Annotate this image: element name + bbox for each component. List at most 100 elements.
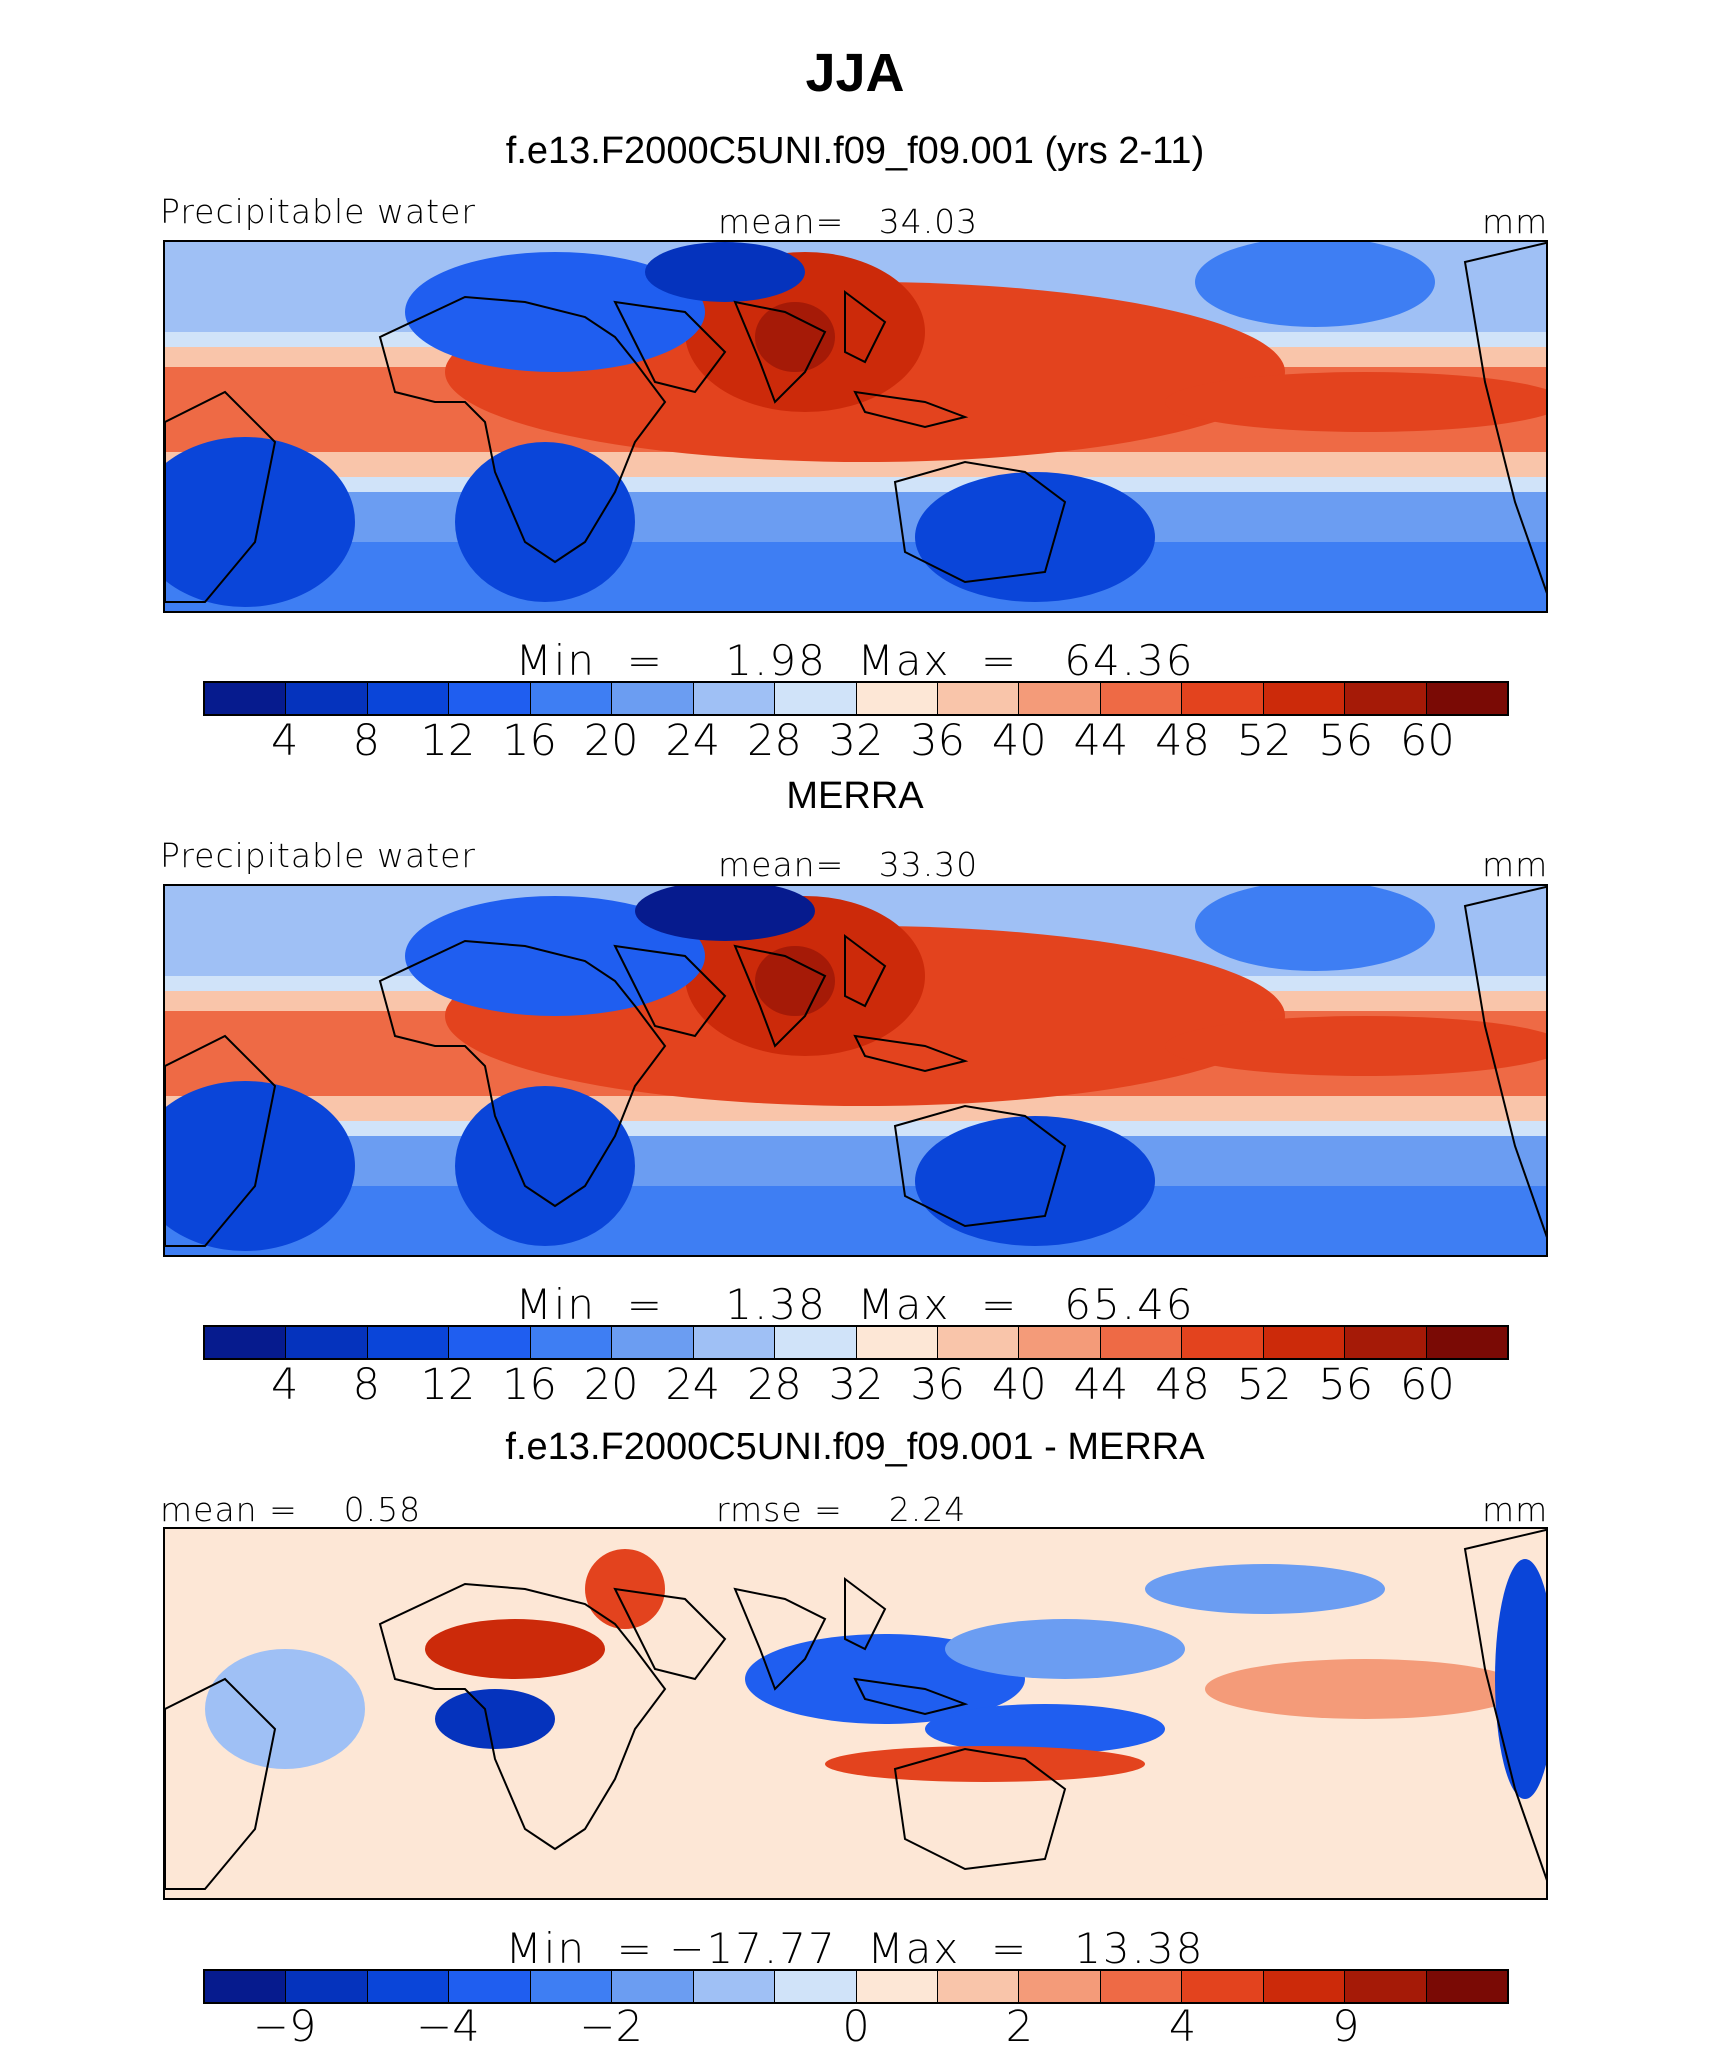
- colorbar-tick-label: 16: [502, 716, 557, 766]
- colorbar-tick-label: 28: [747, 716, 802, 766]
- field-contour: [1495, 1559, 1546, 1799]
- colorbar-tick-label: 16: [502, 1360, 557, 1410]
- colorbar-tick-label: 4: [270, 716, 299, 766]
- colorbar-box: [1019, 1327, 1101, 1358]
- colorbar-box: [1426, 683, 1507, 714]
- field-contour: [1205, 1659, 1525, 1719]
- colorbar-box: [775, 683, 857, 714]
- colorbar-tick-label: 60: [1400, 716, 1455, 766]
- colorbar-tick-label: 28: [747, 1360, 802, 1410]
- panel2-variable-label: Precipitable water: [160, 836, 476, 875]
- colorbar-box: [1426, 1327, 1507, 1358]
- colorbar-tick-label: 32: [828, 1360, 884, 1410]
- panel3-minmax: Min = −17.77 Max = 13.38: [505, 1924, 1205, 1973]
- field-contour: [1165, 1016, 1546, 1076]
- colorbar-tick-label: 32: [828, 716, 884, 766]
- coastline: [165, 1677, 277, 1890]
- colorbar-tick-label: −2: [579, 2002, 643, 2052]
- colorbar-box: [612, 1327, 694, 1358]
- coastline: [1463, 886, 1546, 1238]
- panel3-units-label: mm: [1482, 1490, 1549, 1529]
- coastline: [844, 1577, 887, 1651]
- colorbar-box: [530, 683, 613, 714]
- colorbar-tick-label: 36: [910, 1360, 965, 1410]
- colorbar-box: [1263, 1971, 1346, 2002]
- panel3-map: [163, 1527, 1548, 1900]
- colorbar-box: [856, 1327, 938, 1358]
- field-contour: [915, 1116, 1155, 1246]
- coastline: [378, 939, 667, 1208]
- coastline: [893, 1104, 1067, 1228]
- colorbar-tick-label: 2: [1005, 2002, 1033, 2052]
- colorbar-tick-label: −9: [252, 2002, 317, 2052]
- coastline: [853, 390, 969, 429]
- colorbar-box: [205, 683, 287, 714]
- panel3-mean-label: mean = 0.58: [160, 1490, 422, 1529]
- colorbar-tick-label: 56: [1318, 1360, 1374, 1410]
- colorbar-box: [449, 1971, 531, 2002]
- coastline: [613, 1587, 727, 1681]
- colorbar-tick-label: 12: [420, 1360, 476, 1410]
- field-band: [165, 1186, 1546, 1255]
- coastline: [613, 300, 727, 394]
- colorbar-tick-label: 8: [352, 716, 380, 766]
- panel1-field-svg: [165, 242, 1546, 611]
- field-contour: [1195, 242, 1435, 327]
- panel2-colorbar: [203, 1325, 1509, 1360]
- field-contour: [825, 1746, 1145, 1782]
- colorbar-tick-label: 48: [1155, 716, 1210, 766]
- colorbar-box: [205, 1971, 287, 2002]
- colorbar-tick-label: 4: [270, 1360, 299, 1410]
- colorbar-box: [693, 1971, 776, 2002]
- colorbar-box: [1019, 1971, 1101, 2002]
- colorbar-box: [286, 683, 368, 714]
- colorbar-box: [530, 1327, 613, 1358]
- coastline: [853, 1677, 969, 1716]
- panel3-colorbar-ticks: −9 −4 −2 0 2 4 9: [203, 2002, 1509, 2052]
- coastline: [844, 934, 887, 1008]
- panel3-field-svg: [165, 1529, 1546, 1898]
- colorbar-box: [530, 1971, 613, 2002]
- colorbar-box: [449, 683, 531, 714]
- colorbar-tick-label: 40: [991, 1360, 1047, 1410]
- field-contour: [635, 886, 815, 941]
- panel2-units-label: mm: [1482, 845, 1549, 884]
- colorbar-box: [693, 683, 776, 714]
- colorbar-tick-label: 9: [1332, 2002, 1360, 2052]
- colorbar-box: [367, 683, 450, 714]
- colorbar-box: [1263, 1327, 1346, 1358]
- panel2-map: [163, 884, 1548, 1257]
- panel3-colorbar: [203, 1969, 1509, 2004]
- field-contour: [645, 242, 805, 302]
- colorbar-tick-label: 4: [1168, 2002, 1197, 2052]
- colorbar-box: [286, 1971, 368, 2002]
- coastline: [733, 944, 827, 1048]
- field-contour: [1165, 372, 1546, 432]
- coastline: [613, 944, 727, 1038]
- field-contour: [945, 1619, 1185, 1679]
- colorbar-tick-label: 24: [665, 716, 721, 766]
- panel1-colorbar: [203, 681, 1509, 716]
- colorbar-tick-label: 52: [1236, 716, 1292, 766]
- colorbar-box: [937, 1327, 1020, 1358]
- coastline: [733, 1587, 827, 1691]
- field-contour: [435, 1689, 555, 1749]
- colorbar-tick-label: 36: [910, 716, 965, 766]
- panel2-field-svg: [165, 886, 1546, 1255]
- colorbar-box: [1100, 683, 1183, 714]
- colorbar-box: [367, 1971, 450, 2002]
- colorbar-box: [1182, 1327, 1264, 1358]
- panel1-map: [163, 240, 1548, 613]
- colorbar-box: [856, 683, 938, 714]
- colorbar-box: [693, 1327, 776, 1358]
- colorbar-box: [1182, 683, 1264, 714]
- coastline: [844, 290, 887, 364]
- coastline: [733, 300, 827, 404]
- panel3-rmse-label: rmse = 2.24: [716, 1490, 967, 1529]
- panel2-mean-label: mean= 33.30: [718, 845, 979, 884]
- panel1-variable-label: Precipitable water: [160, 192, 476, 231]
- colorbar-box: [367, 1327, 450, 1358]
- panel2-title: MERRA: [786, 775, 924, 817]
- colorbar-box: [449, 1327, 531, 1358]
- colorbar-box: [1019, 683, 1101, 714]
